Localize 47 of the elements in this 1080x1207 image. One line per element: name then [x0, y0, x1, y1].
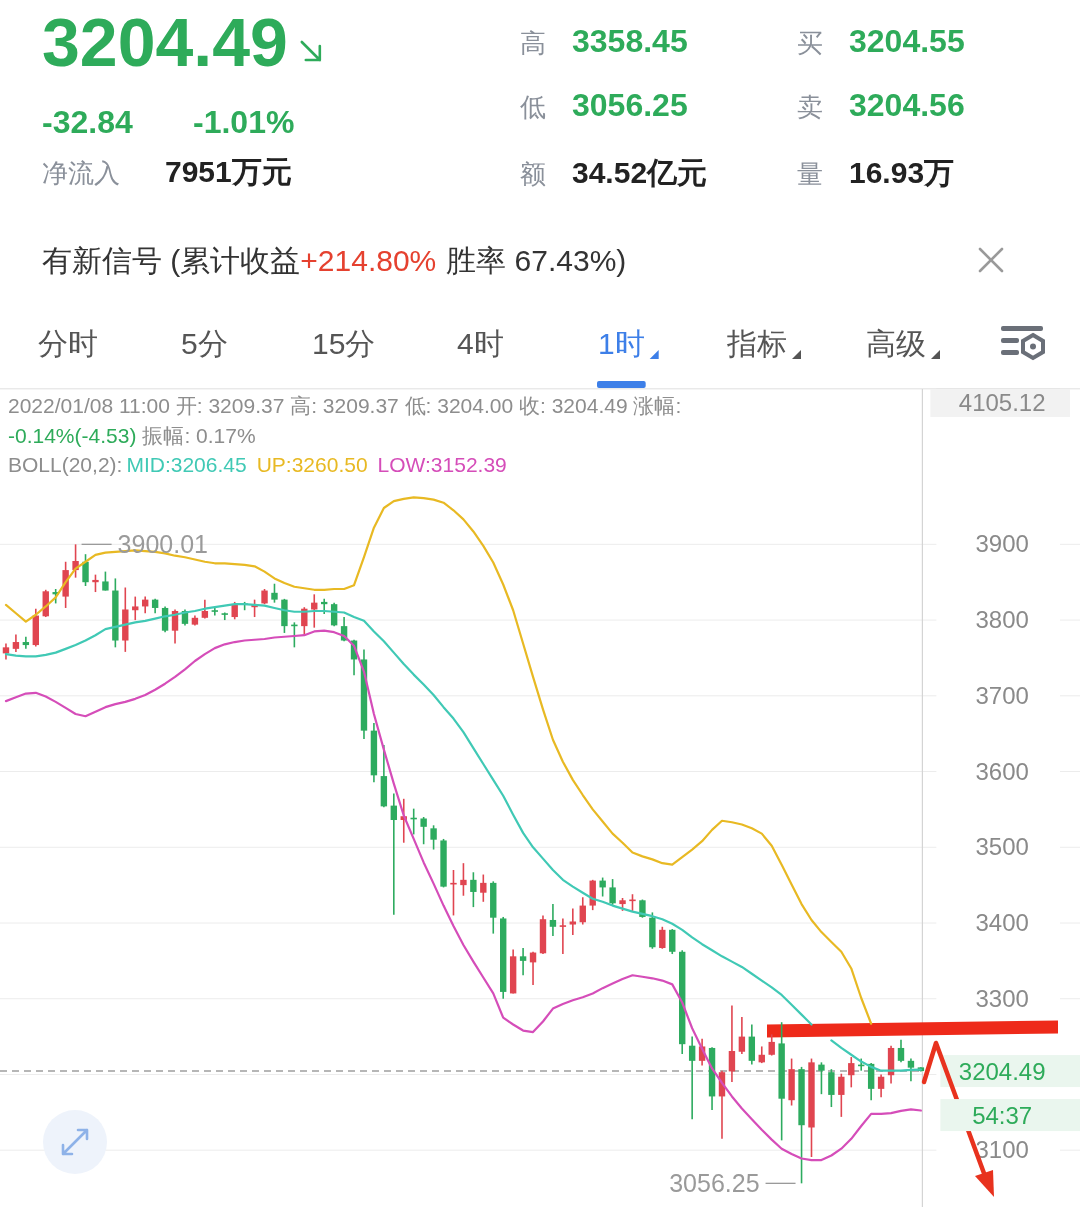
y-tick-label: 4105.12: [958, 389, 1046, 416]
text: +214.80%: [300, 244, 437, 277]
tab-label: 4时: [457, 327, 504, 360]
annotation: 3056.25: [669, 1169, 760, 1198]
text: 胜率 67.43%): [446, 244, 627, 277]
series-label: UP:3260.50: [256, 453, 368, 476]
y-tick-label: 3800: [975, 606, 1029, 634]
text: 3204.55: [849, 23, 965, 59]
legend-title: BOLL(20,2):: [8, 453, 123, 476]
text: -32.84: [42, 104, 133, 140]
tab-label: 1时: [598, 327, 645, 360]
text: 16.93万: [849, 156, 955, 189]
annotation: -0.14%(-4.53): [8, 424, 137, 447]
text: 34.52亿元: [572, 156, 708, 189]
annotation: 振幅: 0.17%: [142, 424, 256, 447]
text: 7951万元: [165, 155, 292, 188]
text: 买: [797, 28, 823, 58]
annotation: 2022/01/08 11:00 开: 3209.37 高: 3209.37 低: 3204.00 收: 3204.49 涨幅:: [8, 394, 682, 417]
text: 量: [797, 159, 823, 189]
y-tick-label: 3900: [975, 530, 1029, 558]
annotation: 3900.01: [117, 530, 208, 559]
y-tick-label: 3400: [975, 909, 1029, 936]
tab-label: 5分: [181, 327, 228, 360]
text: 3204.56: [849, 87, 965, 123]
text: 3056.25: [572, 87, 688, 123]
text: MID:3206.45: [126, 453, 247, 476]
text: 卖: [797, 92, 823, 122]
text: 3204.49: [42, 4, 288, 80]
text: 低: [520, 92, 546, 122]
y-tick-label: 3300: [975, 984, 1029, 1012]
tab-label: 指标: [727, 327, 787, 360]
tab-label: 15分: [312, 327, 376, 360]
text: 54:37: [972, 1102, 1033, 1130]
y-tick-label: 3600: [975, 757, 1029, 785]
y-tick-label: 3700: [975, 681, 1029, 709]
tab-label: 分时: [38, 327, 98, 360]
text: 高: [520, 28, 546, 58]
tab-label: 高级: [866, 327, 926, 360]
y-tick-label: 3100: [975, 1136, 1029, 1164]
text: 3358.45: [572, 23, 688, 59]
text: -1.01%: [193, 104, 295, 140]
text: 净流入: [42, 158, 120, 188]
text: 额: [520, 159, 546, 189]
ref-line-label: 3204.49: [958, 1058, 1046, 1086]
y-tick-label: 3500: [975, 833, 1029, 861]
text: LOW:3152.39: [377, 453, 507, 476]
text: 有新信号 (累计收益: [42, 244, 301, 277]
